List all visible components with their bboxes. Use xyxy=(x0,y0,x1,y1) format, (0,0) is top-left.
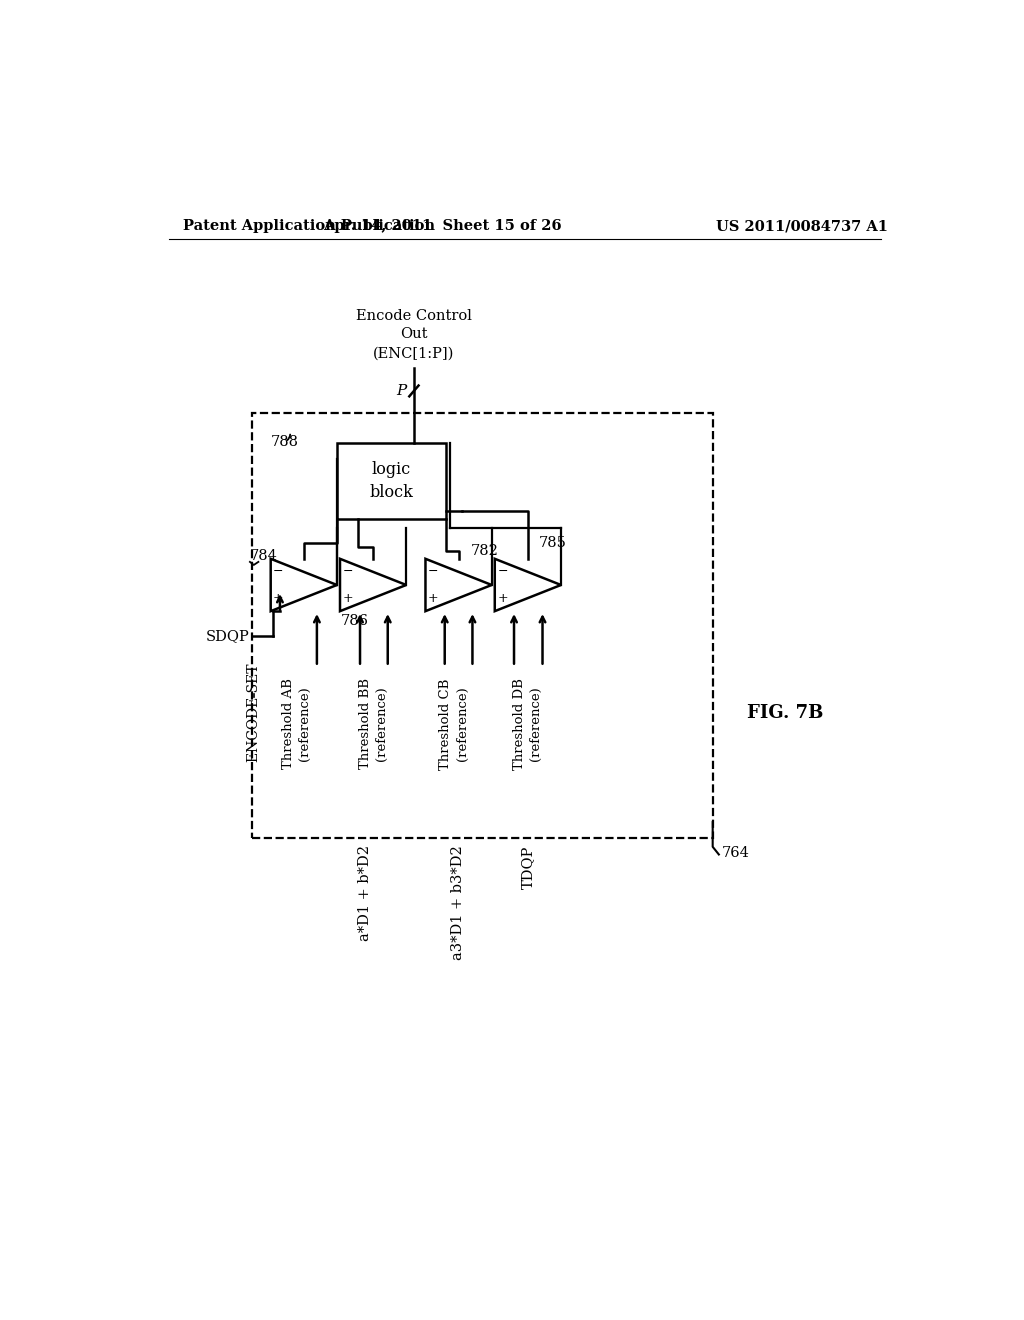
Text: Encode Control: Encode Control xyxy=(356,309,472,323)
Text: US 2011/0084737 A1: US 2011/0084737 A1 xyxy=(716,219,888,234)
Polygon shape xyxy=(340,558,407,611)
Text: Threshold AB
(reference): Threshold AB (reference) xyxy=(282,678,310,770)
Text: 786: 786 xyxy=(341,614,369,628)
Polygon shape xyxy=(495,558,561,611)
Text: 788: 788 xyxy=(270,434,299,449)
Polygon shape xyxy=(270,558,337,611)
Text: (ENC[1:P]): (ENC[1:P]) xyxy=(373,346,455,360)
Text: Threshold DB
(reference): Threshold DB (reference) xyxy=(513,678,543,770)
Text: Patent Application Publication: Patent Application Publication xyxy=(183,219,435,234)
Text: TDQP: TDQP xyxy=(521,845,535,888)
Text: 784: 784 xyxy=(250,549,278,562)
Text: 782: 782 xyxy=(471,544,499,558)
Text: −: − xyxy=(273,565,284,578)
Text: +: + xyxy=(498,591,508,605)
Text: Threshold BB
(reference): Threshold BB (reference) xyxy=(358,678,388,770)
Text: FIG. 7B: FIG. 7B xyxy=(746,704,823,722)
Text: −: − xyxy=(342,565,353,578)
Bar xyxy=(252,413,713,838)
Text: logic
block: logic block xyxy=(370,462,414,500)
Text: Threshold CB
(reference): Threshold CB (reference) xyxy=(439,678,468,770)
Text: +: + xyxy=(428,591,438,605)
Polygon shape xyxy=(425,558,492,611)
Text: +: + xyxy=(273,591,284,605)
Bar xyxy=(337,444,446,519)
Text: ENCODE SET: ENCODE SET xyxy=(247,664,261,762)
Text: a3*D1 + b3*D2: a3*D1 + b3*D2 xyxy=(451,845,465,960)
Text: −: − xyxy=(498,565,508,578)
Text: +: + xyxy=(342,591,353,605)
Text: −: − xyxy=(428,565,438,578)
Text: P: P xyxy=(396,384,407,397)
Text: SDQP: SDQP xyxy=(206,628,250,643)
Text: Apr. 14, 2011  Sheet 15 of 26: Apr. 14, 2011 Sheet 15 of 26 xyxy=(324,219,562,234)
Text: 764: 764 xyxy=(722,846,750,859)
Text: a*D1 + b*D2: a*D1 + b*D2 xyxy=(358,845,373,941)
Text: 785: 785 xyxy=(539,536,566,550)
Text: Out: Out xyxy=(400,327,428,341)
